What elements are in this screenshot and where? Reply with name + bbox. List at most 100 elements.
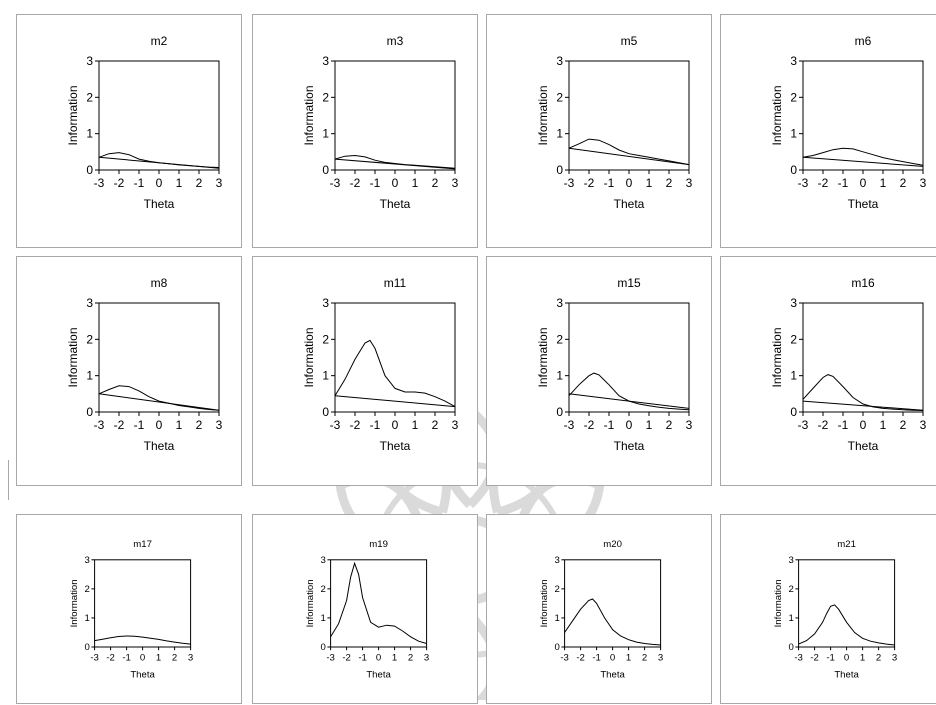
x-tick-label: 2: [196, 418, 203, 432]
y-tick-label: 1: [554, 613, 559, 624]
y-tick-label: 3: [788, 555, 793, 566]
chart-panel-m3: m3 0 1 2 3 -3 -2 -1 0 1 2 3 Theta Information: [252, 14, 478, 248]
row-divider-left: [8, 460, 9, 500]
x-tick-label: -3: [94, 176, 105, 190]
x-tick-label: -2: [810, 653, 819, 664]
chart-title: m15: [617, 276, 641, 290]
x-tick-label: 0: [392, 176, 399, 190]
y-axis-label: Information: [66, 327, 80, 387]
x-tick-label: 3: [686, 176, 693, 190]
y-tick-label: 0: [554, 642, 559, 653]
x-tick-label: 0: [140, 653, 145, 664]
x-tick-label: 3: [424, 653, 429, 664]
x-tick-label: -1: [826, 653, 835, 664]
y-tick-label: 3: [790, 296, 797, 310]
plot-frame: [798, 559, 896, 648]
x-tick-label: 3: [216, 418, 223, 432]
y-tick-label: 2: [86, 90, 93, 104]
y-tick-label: 0: [556, 405, 563, 419]
x-tick-label: -2: [350, 418, 361, 432]
chart-title: m8: [151, 276, 168, 290]
error-line: [334, 395, 456, 408]
y-tick-label: 3: [84, 555, 89, 566]
y-tick-label: 1: [556, 127, 563, 141]
chart-title: m5: [621, 34, 638, 48]
y-axis-label: Information: [305, 579, 316, 627]
error-line: [98, 393, 220, 411]
x-tick-label: 3: [658, 653, 663, 664]
chart-title: m3: [387, 34, 404, 48]
y-tick-label: 0: [86, 163, 93, 177]
y-axis-label: Information: [66, 85, 80, 145]
x-axis-label: Theta: [600, 669, 625, 680]
x-tick-label: 0: [860, 176, 867, 190]
information-curve: [568, 372, 690, 411]
information-curve: [334, 339, 456, 408]
x-tick-label: -1: [604, 176, 615, 190]
x-tick-label: 1: [176, 176, 183, 190]
x-tick-label: -1: [370, 418, 381, 432]
plot-frame: [334, 302, 456, 413]
x-tick-label: 0: [844, 653, 849, 664]
x-tick-label: 3: [686, 418, 693, 432]
information-curve: [330, 561, 427, 644]
x-axis-label: Theta: [848, 439, 879, 453]
x-axis-label: Theta: [130, 669, 155, 680]
chart-panel-m17: m17 0 1 2 3 -3 -2 -1 0 1 2 3 Theta Information: [16, 514, 242, 704]
y-tick-label: 0: [788, 642, 793, 653]
chart-panel-m5: m5 0 1 2 3 -3 -2 -1 0 1 2 3 Theta Information: [486, 14, 712, 248]
chart-panel-m6: m6 0 1 2 3 -3 -2 -1 0 1 2 3 Theta Information: [720, 14, 936, 248]
x-tick-label: -3: [798, 418, 809, 432]
y-tick-label: 1: [320, 613, 325, 624]
plot-frame: [330, 559, 428, 648]
error-line: [334, 158, 456, 170]
x-tick-label: 2: [432, 176, 439, 190]
plot-frame: [334, 60, 456, 171]
information-curve: [98, 152, 220, 168]
x-tick-label: -2: [114, 176, 125, 190]
x-tick-label: -2: [584, 176, 595, 190]
x-tick-label: 3: [452, 418, 459, 432]
y-tick-label: 2: [322, 90, 329, 104]
y-tick-label: 3: [86, 54, 93, 68]
x-axis-label: Theta: [144, 439, 175, 453]
x-tick-label: 2: [408, 653, 413, 664]
y-tick-label: 3: [322, 54, 329, 68]
information-curve: [564, 598, 661, 646]
y-axis-label: Information: [773, 579, 784, 627]
y-tick-label: 1: [790, 127, 797, 141]
x-axis-label: Theta: [848, 197, 879, 211]
y-tick-label: 2: [790, 332, 797, 346]
chart-title: m2: [151, 34, 168, 48]
x-tick-label: 0: [156, 176, 163, 190]
x-tick-label: -1: [134, 418, 145, 432]
x-tick-label: -3: [564, 418, 575, 432]
y-tick-label: 1: [322, 127, 329, 141]
x-axis-label: Theta: [144, 197, 175, 211]
x-axis-label: Theta: [380, 439, 411, 453]
x-tick-label: 2: [432, 418, 439, 432]
x-axis-label: Theta: [834, 669, 859, 680]
chart-title: m19: [369, 539, 388, 550]
x-tick-label: 0: [860, 418, 867, 432]
y-tick-label: 0: [790, 405, 797, 419]
information-curve: [334, 154, 456, 169]
x-tick-label: -2: [818, 418, 829, 432]
y-tick-label: 3: [554, 555, 559, 566]
x-tick-label: 3: [216, 176, 223, 190]
error-line: [802, 400, 924, 411]
x-tick-label: 0: [376, 653, 381, 664]
y-tick-label: 1: [790, 369, 797, 383]
x-tick-label: 1: [412, 176, 419, 190]
y-tick-label: 2: [790, 90, 797, 104]
x-tick-label: 1: [880, 176, 887, 190]
y-tick-label: 1: [322, 369, 329, 383]
